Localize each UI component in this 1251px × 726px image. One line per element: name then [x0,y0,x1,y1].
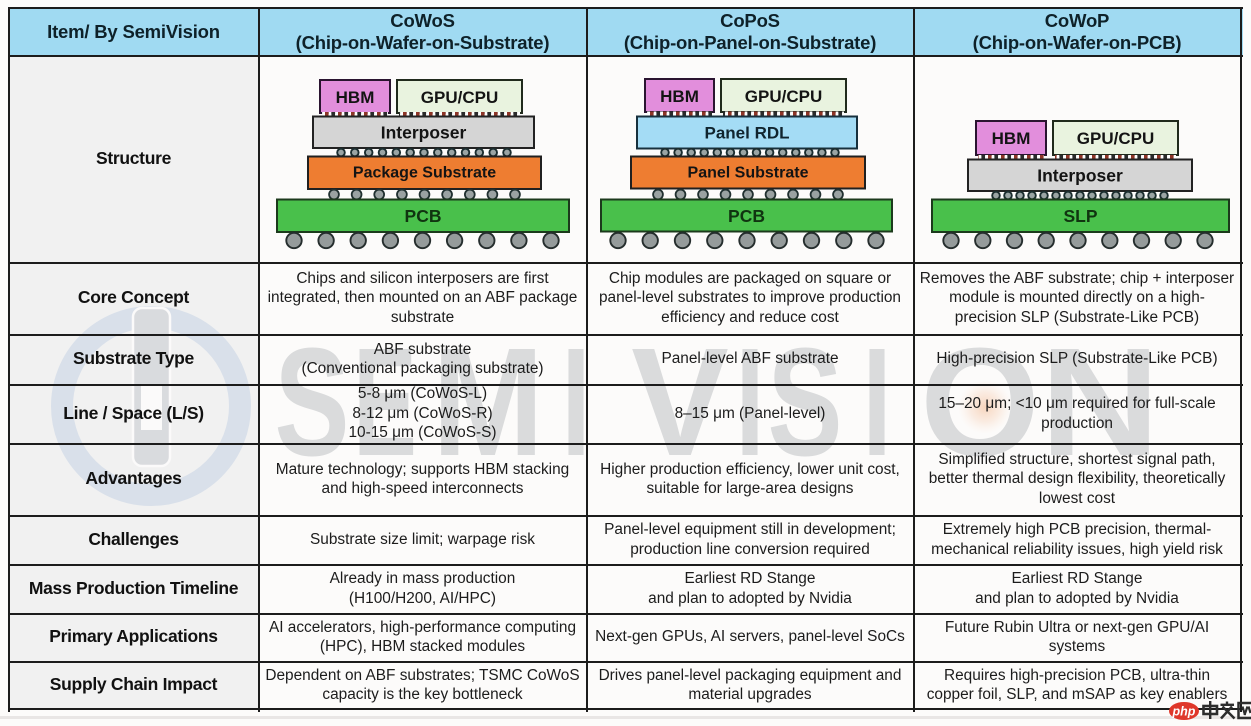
svg-text:HBM: HBM [992,129,1031,148]
svg-text:Interposer: Interposer [381,123,467,143]
svg-text:PCB: PCB [405,206,442,226]
svg-text:HBM: HBM [660,87,699,106]
svg-text:PCB: PCB [728,206,765,226]
svg-text:HBM: HBM [336,88,375,107]
svg-text:SLP: SLP [1063,206,1097,226]
svg-text:GPU/CPU: GPU/CPU [421,88,498,107]
svg-text:Panel RDL: Panel RDL [704,124,789,143]
svg-text:GPU/CPU: GPU/CPU [745,87,822,106]
svg-text:php: php [1172,705,1196,719]
svg-text:Package Substrate: Package Substrate [353,165,496,182]
svg-text:Panel Substrate: Panel Substrate [688,165,809,182]
svg-text:GPU/CPU: GPU/CPU [1077,129,1154,148]
svg-text:Interposer: Interposer [1037,166,1123,186]
